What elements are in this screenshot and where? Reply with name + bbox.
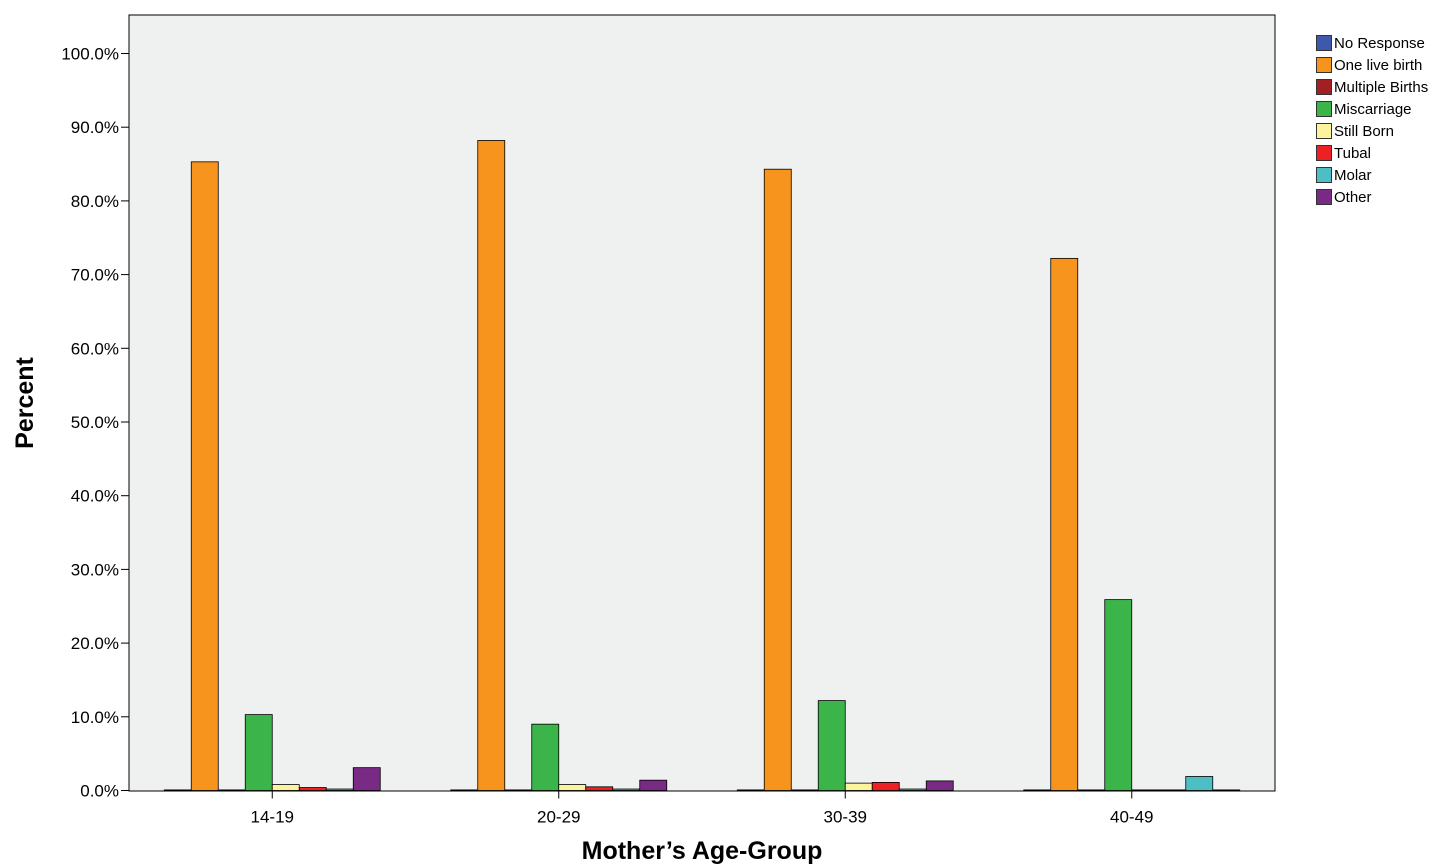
legend-item: No Response — [1316, 32, 1428, 54]
bar-no-response-40-49 — [1023, 789, 1052, 791]
bar-still-born-14-19 — [271, 784, 300, 791]
bar-other-14-19 — [352, 767, 381, 791]
y-axis-title: Percent — [11, 356, 39, 448]
legend-label: One live birth — [1334, 56, 1423, 74]
bar-still-born-30-39 — [844, 782, 873, 791]
bar-multiple-births-40-49 — [1077, 789, 1106, 791]
legend-label: Multiple Births — [1334, 78, 1429, 96]
bar-one-live-birth-30-39 — [763, 168, 792, 791]
bar-still-born-40-49 — [1131, 789, 1160, 791]
bar-molar-40-49 — [1185, 776, 1214, 791]
legend-item: Molar — [1316, 164, 1428, 186]
y-tick-label: 90.0% — [71, 118, 119, 137]
bar-multiple-births-30-39 — [790, 789, 819, 791]
legend-swatch — [1316, 57, 1332, 73]
legend-label: Tubal — [1334, 144, 1371, 162]
bar-one-live-birth-40-49 — [1050, 257, 1079, 791]
legend-item: Other — [1316, 186, 1428, 208]
y-axis: 0.0% 10.0% 20.0% 30.0% 40.0% 50.0% 60.0% 70.0% 8… — [61, 45, 129, 801]
legend-swatch — [1316, 101, 1332, 117]
legend-swatch — [1316, 189, 1332, 205]
legend-item: Multiple Births — [1316, 76, 1428, 98]
legend-label: Molar — [1334, 166, 1372, 184]
legend-label: Miscarriage — [1334, 100, 1412, 118]
bar-other-20-29 — [639, 779, 668, 791]
bar-no-response-30-39 — [736, 789, 765, 791]
legend-swatch — [1316, 35, 1332, 51]
x-tick-label: 40-49 — [1110, 808, 1153, 827]
bar-molar-30-39 — [898, 788, 927, 791]
bar-tubal-14-19 — [298, 787, 327, 791]
y-tick-label: 0.0% — [80, 782, 119, 801]
legend-swatch — [1316, 123, 1332, 139]
x-axis: 14-19 20-29 30-39 40-49 — [251, 790, 1153, 827]
bar-tubal-30-39 — [871, 781, 900, 791]
bar-no-response-14-19 — [163, 789, 192, 791]
legend-item: One live birth — [1316, 54, 1428, 76]
bars-group — [163, 140, 1241, 791]
x-tick-label: 30-39 — [824, 808, 867, 827]
y-tick-label: 40.0% — [71, 487, 119, 506]
bar-miscarriage-20-29 — [531, 723, 560, 791]
legend-item: Miscarriage — [1316, 98, 1428, 120]
y-tick-label: 70.0% — [71, 266, 119, 285]
legend: No Response One live birth Multiple Births… — [1316, 32, 1428, 208]
legend-item: Still Born — [1316, 120, 1428, 142]
bar-other-40-49 — [1212, 789, 1241, 791]
y-tick-label: 80.0% — [71, 192, 119, 211]
x-tick-label: 20-29 — [537, 808, 580, 827]
bar-other-30-39 — [925, 780, 954, 791]
bar-miscarriage-40-49 — [1104, 599, 1133, 791]
bar-one-live-birth-20-29 — [477, 140, 506, 791]
y-tick-label: 10.0% — [71, 708, 119, 727]
y-tick-label: 50.0% — [71, 413, 119, 432]
bar-one-live-birth-14-19 — [190, 161, 219, 791]
plot-area — [128, 14, 1276, 792]
bar-miscarriage-14-19 — [244, 714, 273, 791]
bar-still-born-20-29 — [558, 784, 587, 791]
bar-molar-14-19 — [325, 788, 354, 791]
legend-swatch — [1316, 167, 1332, 183]
bar-no-response-20-29 — [450, 789, 479, 791]
x-axis-title: Mother’s Age-Group — [582, 837, 823, 865]
bar-tubal-20-29 — [585, 786, 614, 791]
bar-tubal-40-49 — [1158, 789, 1187, 791]
legend-label: Other — [1334, 188, 1372, 206]
x-tick-label: 14-19 — [251, 808, 294, 827]
legend-label: Still Born — [1334, 122, 1395, 140]
bar-molar-20-29 — [612, 788, 641, 791]
bar-miscarriage-30-39 — [817, 700, 846, 791]
bar-multiple-births-14-19 — [217, 789, 246, 791]
legend-label: No Response — [1334, 34, 1425, 52]
y-tick-label: 100.0% — [61, 45, 119, 64]
y-tick-label: 20.0% — [71, 634, 119, 653]
bar-multiple-births-20-29 — [504, 789, 533, 791]
legend-item: Tubal — [1316, 142, 1428, 164]
legend-swatch — [1316, 145, 1332, 161]
y-tick-label: 30.0% — [71, 560, 119, 579]
y-tick-label: 60.0% — [71, 339, 119, 358]
legend-swatch — [1316, 79, 1332, 95]
